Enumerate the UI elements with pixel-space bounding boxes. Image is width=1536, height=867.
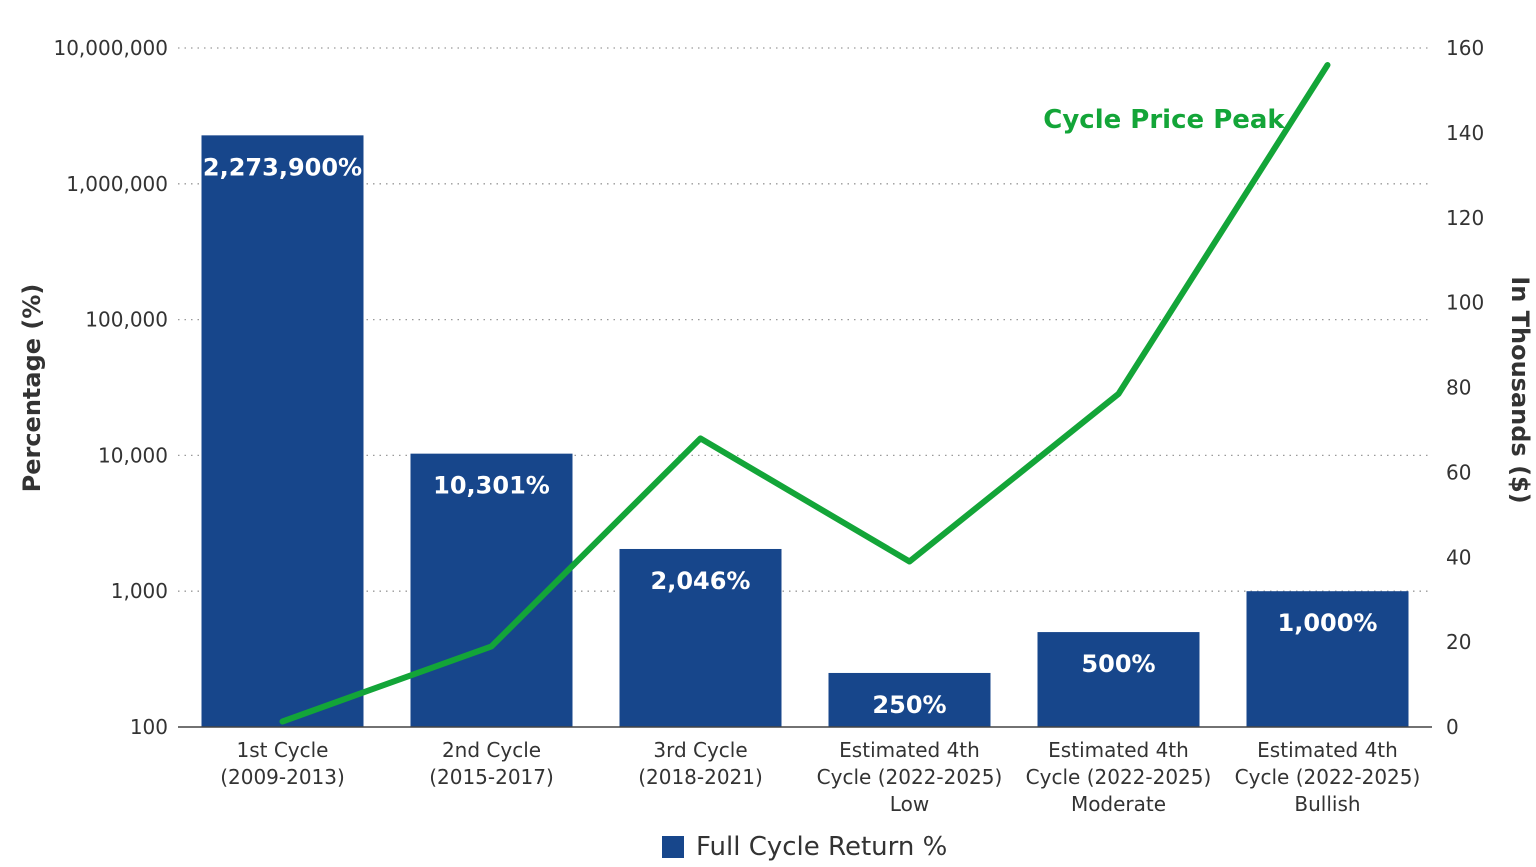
line-series-label: Cycle Price Peak (1043, 105, 1285, 135)
category-label-line: 1st Cycle (236, 738, 328, 762)
category-label-line: 2nd Cycle (442, 738, 541, 762)
right-tick-label: 0 (1446, 715, 1459, 739)
price-peak-point (1118, 393, 1119, 395)
category-labels: 1st Cycle (2009-2013) 2nd Cycle (2015-2017)… (220, 738, 1420, 816)
category-label-line: Estimated 4th (1048, 738, 1189, 762)
category-label-line: Low (890, 792, 929, 816)
price-peak-line (279, 62, 1331, 725)
price-peak-point (491, 645, 492, 647)
category-label: 2nd Cycle (2015-2017) (429, 738, 554, 789)
left-tick-label: 100,000 (85, 308, 168, 332)
left-tick-label: 1,000 (111, 579, 168, 603)
category-label-line: Bullish (1294, 792, 1360, 816)
price-peak-point (282, 720, 283, 722)
price-peak-point (909, 560, 910, 562)
bar-value-label: 250% (872, 691, 946, 719)
right-tick-label: 160 (1446, 36, 1484, 60)
category-label-line: (2009-2013) (220, 765, 345, 789)
bar (828, 672, 991, 727)
category-label-line: 3rd Cycle (653, 738, 747, 762)
right-tick-label: 60 (1446, 460, 1471, 484)
category-label: 1st Cycle (2009-2013) (220, 738, 345, 789)
bar (1037, 632, 1200, 727)
category-label-line: Estimated 4th (839, 738, 980, 762)
right-tick-label: 40 (1446, 545, 1471, 569)
price-peak-point (1327, 64, 1328, 66)
category-label-line: Cycle (2022-2025) (1235, 765, 1421, 789)
price-peak-series (279, 62, 1331, 725)
right-tick-label: 140 (1446, 121, 1484, 145)
category-label-line: Moderate (1071, 792, 1166, 816)
category-label: 3rd Cycle (2018-2021) (638, 738, 763, 789)
bar (619, 548, 782, 727)
category-label: Estimated 4th Cycle (2022-2025) Low (817, 738, 1003, 816)
right-tick-label: 80 (1446, 376, 1471, 400)
legend-swatch (662, 836, 684, 858)
category-label-line: Cycle (2022-2025) (1026, 765, 1212, 789)
left-tick-label: 1,000,000 (66, 172, 168, 196)
bar (201, 135, 364, 727)
category-label: Estimated 4th Cycle (2022-2025) Moderate (1026, 738, 1212, 816)
bars (201, 135, 1409, 727)
right-tick-label: 100 (1446, 291, 1484, 315)
category-label: Estimated 4th Cycle (2022-2025) Bullish (1235, 738, 1421, 816)
right-axis-ticks: 0 20 40 60 80 100 120 140 160 (1446, 36, 1484, 739)
bar-value-label: 1,000% (1278, 609, 1378, 637)
category-label-line: Cycle (2022-2025) (817, 765, 1003, 789)
right-tick-label: 20 (1446, 630, 1471, 654)
legend-label: Full Cycle Return % (696, 832, 948, 862)
category-label-line: Estimated 4th (1257, 738, 1398, 762)
right-tick-label: 120 (1446, 206, 1484, 230)
bar-value-label: 500% (1081, 650, 1155, 678)
bar-value-label: 2,046% (651, 567, 751, 595)
legend: Full Cycle Return % (662, 832, 947, 862)
bar-value-label: 2,273,900% (203, 153, 362, 181)
left-axis-title: Percentage (%) (18, 284, 46, 493)
left-tick-label: 100 (130, 715, 168, 739)
left-axis-ticks: 100 1,000 10,000 100,000 1,000,000 10,000,000 (53, 36, 168, 739)
price-peak-point (700, 437, 701, 439)
left-tick-label: 10,000 (98, 443, 168, 467)
category-label-line: (2018-2021) (638, 765, 763, 789)
bar (1246, 591, 1409, 727)
left-tick-label: 10,000,000 (53, 36, 168, 60)
bar-value-label: 10,301% (433, 472, 550, 500)
right-axis-title: In Thousands ($) (1506, 276, 1534, 503)
gridlines (178, 47, 1432, 592)
bar-value-labels: 2,273,900% 10,301% 2,046% 250% 500% 1,000% (203, 153, 1378, 719)
category-label-line: (2015-2017) (429, 765, 554, 789)
